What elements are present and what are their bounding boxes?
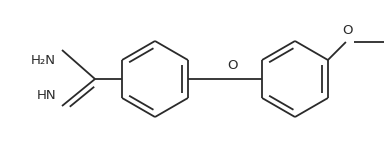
Text: HN: HN <box>36 89 56 102</box>
Text: O: O <box>343 24 353 37</box>
Text: O: O <box>227 59 237 72</box>
Text: H₂N: H₂N <box>31 54 56 67</box>
